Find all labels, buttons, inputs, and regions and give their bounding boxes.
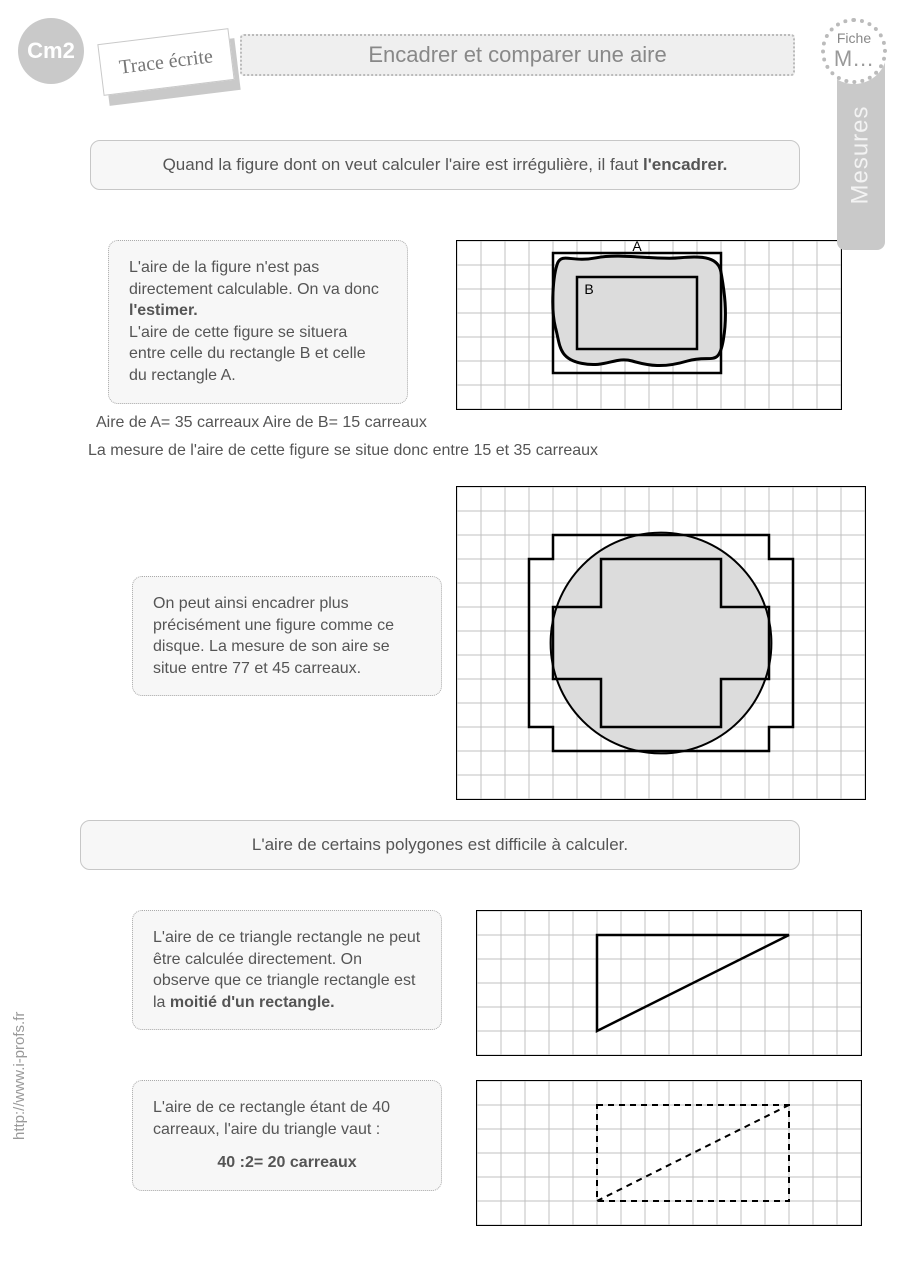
svg-text:B: B [584,281,593,297]
box4-calc: 40 :2= 20 carreaux [153,1152,421,1174]
text-box-1: L'aire de la figure n'est pas directemen… [108,240,408,404]
side-tab: Mesures [837,60,885,250]
intro-text: Quand la figure dont on veut calculer l'… [163,155,643,174]
intro-bold: l'encadrer. [643,155,727,174]
svg-text:A: A [632,241,642,254]
source-url: http://www.i-profs.fr [11,1012,28,1140]
box1-bold1: l'estimer. [129,302,198,319]
page-title: Encadrer et comparer une aire [240,34,795,76]
fiche-label: Fiche [837,31,871,46]
box4-text: L'aire de ce rectangle étant de 40 carre… [153,1099,390,1138]
grid-triangle-figure [476,910,862,1056]
area-values: Aire de A= 35 carreaux Aire de B= 15 car… [96,414,427,432]
grid-rectangle-figure [476,1080,862,1226]
fiche-badge: Fiche M… [821,18,887,84]
text-box-3: L'aire de ce triangle rectangle ne peut … [132,910,442,1030]
measure-line: La mesure de l'aire de cette figure se s… [88,442,598,460]
side-tab-label: Mesures [847,105,875,204]
grid-irregular-figure: A B [456,240,842,410]
box3-bold1: moitié d'un rectangle. [170,994,335,1011]
fiche-code: M… [834,47,874,71]
text-box-4: L'aire de ce rectangle étant de 40 carre… [132,1080,442,1191]
heading-box-2: L'aire de certains polygones est diffici… [80,820,800,870]
box1-line2: L'aire de cette figure se situera entre … [129,324,366,384]
box1-line1: L'aire de la figure n'est pas directemen… [129,259,379,298]
box2-text: On peut ainsi encadrer plus précisément … [153,595,394,677]
intro-box: Quand la figure dont on veut calculer l'… [90,140,800,190]
level-badge: Cm2 [18,18,84,84]
grid-circle-figure [456,486,866,800]
text-box-2: On peut ainsi encadrer plus précisément … [132,576,442,696]
